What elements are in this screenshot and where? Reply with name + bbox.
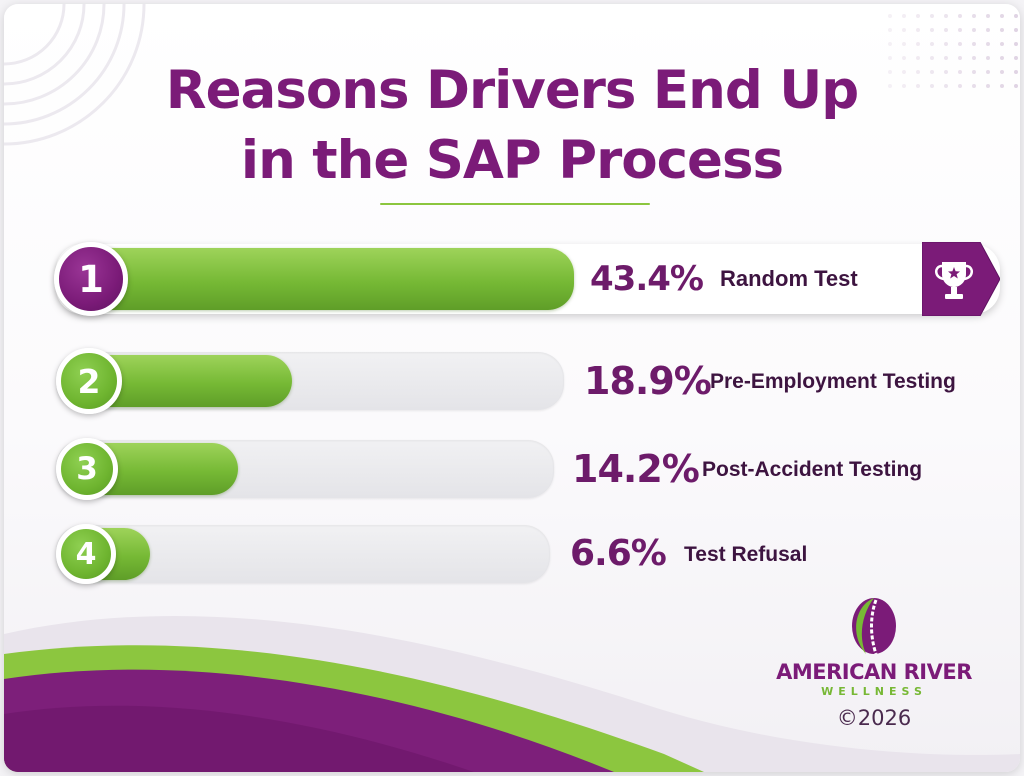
category-label: Random Test <box>720 266 858 291</box>
title-line-2: in the SAP Process <box>240 130 784 191</box>
bar-row: 1 43.4% Random Test <box>4 242 1020 316</box>
trophy-icon <box>922 242 1000 316</box>
spine-leaf-logo-icon <box>852 598 896 655</box>
category-label: Post-Accident Testing <box>702 457 923 481</box>
rank-badge: 1 <box>54 242 128 316</box>
data-label: 14.2% <box>572 447 700 491</box>
title-underline <box>380 203 650 205</box>
data-label: 43.4% <box>590 259 704 299</box>
bar-row: 4 6.6% Test Refusal <box>4 524 1020 584</box>
category-label: Pre-Employment Testing <box>710 369 956 393</box>
copyright-text: ©2026 <box>836 706 912 730</box>
bar-row: 2 18.9% Pre-Employment Testing <box>4 348 1020 414</box>
chart-title: Reasons Drivers End Up in the SAP Proces… <box>4 56 1020 196</box>
bar-row: 3 14.2% Post-Accident Testing <box>4 438 1020 500</box>
decorative-dots <box>27 647 293 753</box>
rank-badge: 3 <box>56 438 118 500</box>
data-label: 6.6% <box>570 533 667 574</box>
data-label: 18.9% <box>584 359 712 403</box>
rank-badge: 2 <box>56 348 122 414</box>
brand-logo: AMERICAN RIVER WELLNESS ©2026 <box>774 596 974 746</box>
infographic-card: Reasons Drivers End Up in the SAP Proces… <box>4 4 1020 772</box>
category-label: Test Refusal <box>684 542 808 566</box>
brand-name: AMERICAN RIVER <box>776 660 972 684</box>
rank-badge: 4 <box>56 524 116 584</box>
brand-subtitle: WELLNESS <box>821 685 927 698</box>
title-line-1: Reasons Drivers End Up <box>165 60 859 121</box>
bar <box>64 248 574 310</box>
